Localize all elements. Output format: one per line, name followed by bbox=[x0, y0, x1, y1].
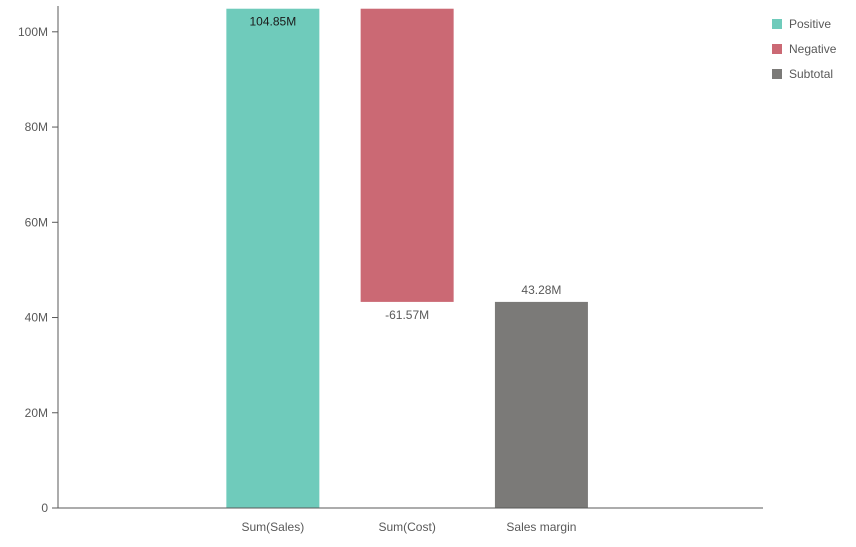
y-tick-label: 40M bbox=[25, 311, 48, 325]
legend-label-positive: Positive bbox=[789, 17, 831, 31]
legend-swatch-negative bbox=[772, 44, 782, 54]
data-label: -61.57M bbox=[385, 308, 429, 322]
bar-negative bbox=[360, 8, 454, 302]
data-labels: 104.85M -61.57M 43.28M bbox=[250, 15, 562, 322]
legend: Positive Negative Subtotal bbox=[772, 17, 837, 81]
legend-label-negative: Negative bbox=[789, 42, 837, 56]
legend-swatch-positive bbox=[772, 19, 782, 29]
x-tick-label: Sum(Sales) bbox=[242, 520, 305, 534]
x-tick-label: Sum(Cost) bbox=[378, 520, 435, 534]
legend-swatch-subtotal bbox=[772, 69, 782, 79]
bar-subtotal bbox=[494, 301, 588, 508]
y-tick-label: 60M bbox=[25, 215, 48, 229]
y-tick-label: 0 bbox=[41, 501, 48, 515]
y-tick-label: 20M bbox=[25, 406, 48, 420]
legend-label-subtotal: Subtotal bbox=[789, 67, 833, 81]
axes: Sum(Sales) Sum(Cost) Sales margin 0 20M 40M 60… bbox=[18, 6, 763, 534]
bar-positive bbox=[226, 8, 320, 508]
x-tick-label: Sales margin bbox=[506, 520, 576, 534]
y-tick-label: 80M bbox=[25, 120, 48, 134]
data-label: 43.28M bbox=[521, 283, 561, 297]
y-tick-label: 100M bbox=[18, 25, 48, 39]
bar-group bbox=[226, 8, 588, 508]
data-label: 104.85M bbox=[250, 15, 297, 29]
